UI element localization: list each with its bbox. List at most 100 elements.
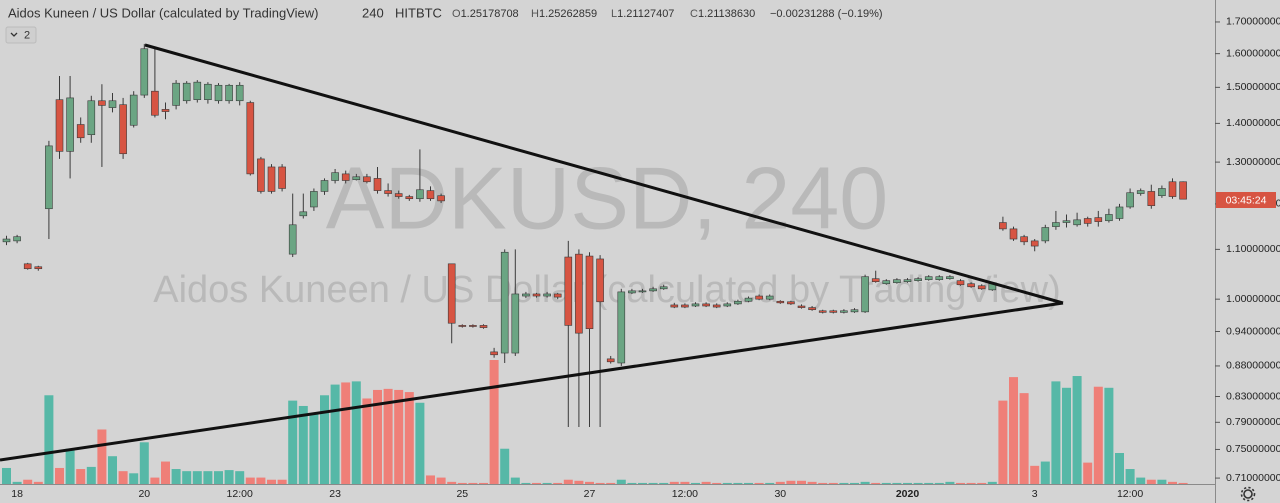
indicator-toggle[interactable] [5, 26, 37, 44]
candle-body [1126, 192, 1134, 208]
x-tick-label: 27 [584, 488, 596, 500]
volume-bar [1072, 376, 1082, 484]
volume-bar [118, 471, 128, 484]
volume-bar [1125, 469, 1135, 484]
volume-bar [1019, 393, 1029, 484]
candle-body [98, 100, 106, 106]
volume-bar [648, 482, 658, 484]
volume-bar [479, 482, 488, 484]
candle-body [914, 278, 922, 281]
volume-bar [1093, 386, 1103, 484]
candle-body [320, 180, 329, 192]
candle-body [257, 158, 265, 192]
x-tick-label: 12:00 [1117, 488, 1143, 500]
volume-bar [1168, 481, 1177, 484]
volume-bar [638, 482, 647, 484]
volume-bar [1030, 465, 1040, 484]
candle-body [129, 94, 138, 126]
volume-bar [786, 480, 796, 484]
drawings [0, 43, 1064, 462]
candle-body [977, 285, 986, 290]
gear-teeth [1240, 486, 1256, 502]
candle-body [384, 190, 392, 194]
volume-bar [860, 481, 870, 484]
candle-body [1105, 214, 1113, 222]
volume-bar [871, 482, 881, 484]
candle-body [744, 297, 753, 302]
candle-body [585, 255, 594, 330]
candle-body [649, 288, 657, 292]
x-tick-label: 12:00 [227, 488, 253, 500]
volume-bar [267, 479, 276, 484]
volume-bar [722, 482, 732, 484]
volume-bar [351, 381, 361, 484]
volume-bar [182, 471, 192, 484]
candle-body [553, 293, 562, 298]
gear-icon [1243, 489, 1253, 499]
header: Aidos Kuneen / US Dollar (calculated by … [5, 5, 883, 44]
volume-bar [797, 480, 806, 484]
candle-body [1073, 219, 1081, 226]
candle-body [193, 81, 202, 100]
candle-body [702, 303, 710, 307]
volume-bar [235, 471, 245, 484]
candle-body [500, 251, 509, 354]
candle-body [956, 280, 965, 286]
volume-bar [415, 402, 425, 484]
candle-body [543, 293, 551, 297]
volume-bar [977, 482, 987, 484]
candle-body [405, 196, 414, 200]
y-tick-label: 1.00000000 [1226, 293, 1280, 305]
volume-bar [1009, 377, 1018, 484]
volume-bar [987, 481, 997, 484]
volume-bar [510, 477, 520, 484]
y-tick-label: 1.10000000 [1226, 243, 1280, 255]
candle-body [1147, 191, 1156, 206]
ohlc-label: L [611, 8, 617, 20]
candle-body [151, 90, 159, 116]
volume-bar [44, 395, 54, 484]
volume-bar [404, 392, 414, 484]
volume-bar [627, 482, 637, 484]
candle-body [638, 290, 647, 293]
volume-bar [563, 479, 573, 484]
x-tick-label: 18 [11, 488, 23, 500]
chevron-icon [10, 32, 18, 37]
candle-body [437, 195, 445, 202]
candle-body [893, 279, 901, 284]
candle-body [861, 276, 869, 313]
candle-body [225, 84, 233, 102]
volume-bar [97, 429, 107, 484]
volume-bar [585, 481, 594, 484]
candle-body [1062, 220, 1071, 223]
ohlc-item: H1.25262859 [531, 8, 597, 20]
ohlc-value: 1.25262859 [539, 8, 597, 20]
interval: 240 [362, 5, 384, 20]
candle-body [628, 290, 636, 294]
volume-bar [733, 482, 743, 484]
ohlc-label: O [452, 8, 461, 20]
volume-bar [765, 482, 775, 484]
candle-body [2, 238, 11, 243]
volume-bar [966, 482, 976, 484]
y-tick-label: 0.94000000 [1226, 325, 1280, 337]
volume-bar [1157, 479, 1167, 484]
y-tick-label: 1.60000000 [1226, 47, 1280, 59]
candle-body [850, 309, 859, 313]
candle-body [776, 300, 785, 304]
candle-body [299, 211, 308, 217]
settings-button[interactable] [1240, 486, 1256, 502]
candle-body [755, 295, 763, 300]
candle-body [1179, 181, 1187, 200]
candle-body [596, 258, 604, 303]
volume-bar [33, 481, 43, 484]
volume-bar [65, 448, 75, 484]
volume-bar [309, 413, 319, 484]
y-tick-label: 1.50000000 [1226, 81, 1280, 93]
candle-body [76, 124, 85, 139]
candle-body [829, 310, 838, 313]
volume-bar [903, 482, 912, 484]
candle-body [1136, 190, 1145, 194]
